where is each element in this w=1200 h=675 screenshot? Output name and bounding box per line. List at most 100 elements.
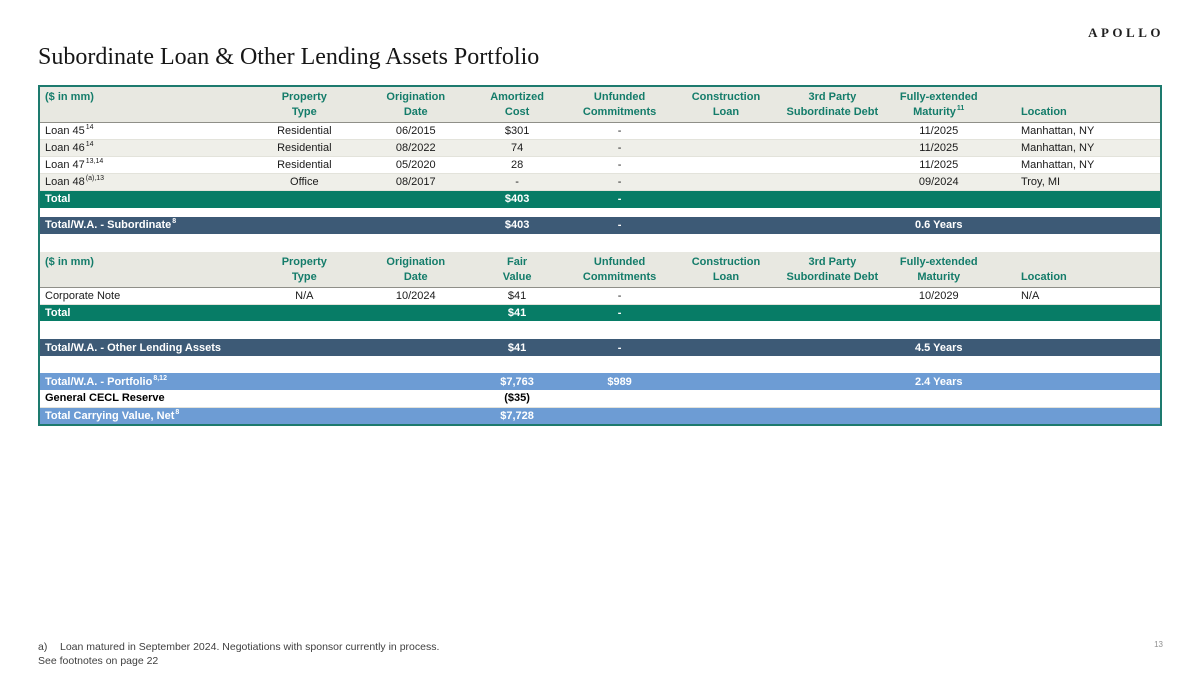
cell-property-type: Residential (244, 156, 364, 174)
asset-label: Corporate Note (40, 287, 245, 305)
loan-label: Loan 4713,14 (40, 156, 245, 174)
cell-location: Troy, MI (991, 173, 1160, 191)
cell-location: Manhattan, NY (991, 122, 1160, 140)
column-header-3rd-party-subordinate-debt: 3rd Party Subordinate Debt (779, 251, 886, 288)
cell-maturity: 11/2025 (885, 122, 992, 140)
column-header-fair-value: Fair Value (467, 251, 567, 288)
loan-row: Loan 4614 Residential 08/2022 74 - 11/20… (40, 139, 1160, 157)
cell-amortized-cost: 28 (467, 156, 567, 174)
column-header-construction-loan: Construction Loan (672, 251, 780, 288)
cell-fair-value: $41 (467, 287, 567, 305)
subordinate-wa-row: Total/W.A. - Subordinate8 $403 - 0.6 Yea… (40, 216, 1160, 234)
cell-sub-debt (779, 156, 886, 174)
total-unfunded: - (566, 190, 673, 208)
cell-origination-date: 08/2017 (363, 173, 468, 191)
column-header-units: ($ in mm) (40, 87, 245, 123)
portfolio-summary-table: Total/W.A. - Portfolio8,12 $7,763 $989 2… (40, 373, 1160, 424)
loan-label: Loan 4614 (40, 139, 245, 157)
subordinate-wa-table: Total/W.A. - Subordinate8 $403 - 0.6 Yea… (40, 216, 1160, 234)
total-label: Total (40, 190, 245, 208)
page-title: Subordinate Loan & Other Lending Assets … (38, 44, 540, 70)
column-header-location: Location (991, 251, 1160, 288)
cell-construction-loan (672, 173, 780, 191)
cell-unfunded: - (566, 122, 673, 140)
footnote-marker: a) (38, 641, 48, 653)
loan-row: Loan 4713,14 Residential 05/2020 28 - 11… (40, 156, 1160, 174)
wa-maturity: 4.5 Years (885, 339, 992, 356)
wa-maturity: 0.6 Years (885, 216, 992, 234)
wa-value: $41 (467, 339, 567, 356)
cell-sub-debt (779, 122, 886, 140)
carrying-value-row: Total Carrying Value, Net8 $7,728 (40, 407, 1160, 424)
column-header-amortized-cost: Amortized Cost (467, 87, 567, 123)
loan-label: Loan 48(a),13 (40, 173, 245, 191)
cell-amortized-cost: - (467, 173, 567, 191)
cell-construction-loan (672, 287, 780, 305)
footnote-text: Loan matured in September 2024. Negotiat… (60, 641, 440, 653)
portfolio-value: $7,763 (467, 373, 567, 390)
cell-unfunded: - (566, 139, 673, 157)
column-header-fully-extended-maturity: Fully-extended Maturity (885, 251, 992, 288)
other-lending-table: ($ in mm) Property Type Origination Date F… (40, 251, 1160, 321)
loan-row: Loan 48(a),13 Office 08/2017 - - 09/2024… (40, 173, 1160, 191)
loan-label: Loan 4514 (40, 122, 245, 140)
cell-unfunded: - (566, 156, 673, 174)
portfolio-total-row: Total/W.A. - Portfolio8,12 $7,763 $989 2… (40, 373, 1160, 390)
cell-construction-loan (672, 122, 780, 140)
column-header-location: Location (991, 87, 1160, 123)
cell-property-type: Residential (244, 122, 364, 140)
cell-location: Manhattan, NY (991, 156, 1160, 174)
cell-sub-debt (779, 139, 886, 157)
spacer (40, 207, 1160, 217)
cell-maturity: 11/2025 (885, 139, 992, 157)
cecl-label: General CECL Reserve (40, 390, 245, 408)
portfolio-maturity: 2.4 Years (885, 373, 992, 390)
cell-amortized-cost: $301 (467, 122, 567, 140)
cell-sub-debt (779, 287, 886, 305)
portfolio-tables-container: ($ in mm) Property Type Origination Date A… (38, 85, 1162, 426)
wa-cost: $403 (467, 216, 567, 234)
other-lending-wa-row: Total/W.A. - Other Lending Assets $41 - … (40, 339, 1160, 356)
spacer (40, 233, 1160, 252)
cell-property-type: Residential (244, 139, 364, 157)
cell-maturity: 10/2029 (885, 287, 992, 305)
column-header-construction-loan: Construction Loan (672, 87, 780, 123)
wa-label: Total/W.A. - Subordinate8 (40, 216, 245, 234)
subordinate-total-row: Total $403 - (40, 190, 1160, 208)
cell-location: N/A (991, 287, 1160, 305)
cell-origination-date: 08/2022 (363, 139, 468, 157)
cecl-reserve-row: General CECL Reserve ($35) (40, 390, 1160, 408)
cell-origination-date: 10/2024 (363, 287, 468, 305)
footnote-a: a) Loan matured in September 2024. Negoti… (38, 640, 439, 654)
footnote-see-note: See footnotes on page 22 (38, 655, 159, 667)
column-header-units: ($ in mm) (40, 251, 245, 288)
cell-maturity: 11/2025 (885, 156, 992, 174)
subordinate-table-header-row: ($ in mm) Property Type Origination Date A… (40, 87, 1160, 123)
other-lending-wa-table: Total/W.A. - Other Lending Assets $41 - … (40, 339, 1160, 356)
subordinate-loan-table: ($ in mm) Property Type Origination Date A… (40, 87, 1160, 208)
carrying-label: Total Carrying Value, Net8 (40, 407, 245, 424)
column-header-3rd-party-subordinate-debt: 3rd Party Subordinate Debt (779, 87, 886, 123)
apollo-logo: APOLLO (1088, 25, 1164, 40)
wa-label: Total/W.A. - Other Lending Assets (40, 339, 245, 356)
cell-origination-date: 05/2020 (363, 156, 468, 174)
other-lending-header-row: ($ in mm) Property Type Origination Date F… (40, 251, 1160, 288)
spacer (40, 321, 1160, 339)
loan-row: Loan 4514 Residential 06/2015 $301 - 11/… (40, 122, 1160, 140)
cell-unfunded: - (566, 287, 673, 305)
cell-unfunded: - (566, 173, 673, 191)
cell-origination-date: 06/2015 (363, 122, 468, 140)
column-header-property-type: Property Type (244, 87, 364, 123)
column-header-unfunded-commitments: Unfunded Commitments (566, 251, 673, 288)
column-header-origination-date: Origination Date (363, 87, 468, 123)
total-value: $41 (467, 304, 567, 321)
cell-construction-loan (672, 156, 780, 174)
total-cost: $403 (467, 190, 567, 208)
wa-unfunded: - (566, 339, 673, 356)
other-lending-total-row: Total $41 - (40, 304, 1160, 321)
portfolio-label: Total/W.A. - Portfolio8,12 (40, 373, 245, 390)
cecl-value: ($35) (467, 390, 567, 408)
portfolio-unfunded: $989 (566, 373, 673, 390)
column-header-unfunded-commitments: Unfunded Commitments (566, 87, 673, 123)
